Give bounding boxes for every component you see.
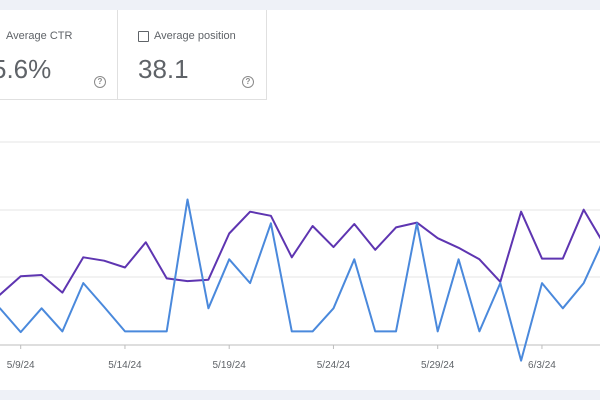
x-axis-ticks: 5/9/24 5/14/24 5/19/24 5/24/24 5/29/24 6/3/24 [7,345,556,371]
x-tick-label: 5/14/24 [108,360,142,371]
help-icon[interactable]: ? [242,76,254,88]
metric-card-ctr[interactable]: Average CTR 5.6% ? [0,10,118,100]
position-checkbox[interactable] [138,31,149,42]
ctr-value: 5.6% [0,54,52,84]
series-line-1 [0,208,600,296]
metric-card-position[interactable]: Average position 38.1 ? [118,10,267,100]
x-tick-label: 5/9/24 [7,360,35,371]
x-tick-label: 6/3/24 [528,360,556,371]
position-value: 38.1 [138,54,189,84]
chart-gridlines [0,141,600,346]
series-line-2 [0,198,600,362]
chart-series [0,198,600,362]
x-tick-label: 5/24/24 [317,360,351,371]
help-icon[interactable]: ? [94,76,106,88]
x-tick-label: 5/19/24 [213,360,247,371]
ctr-label: Average CTR [6,30,73,42]
position-label: Average position [154,30,236,42]
x-tick-label: 5/29/24 [421,360,455,371]
